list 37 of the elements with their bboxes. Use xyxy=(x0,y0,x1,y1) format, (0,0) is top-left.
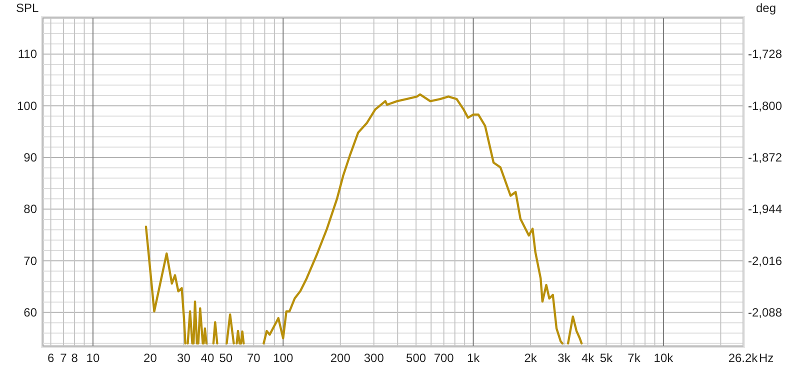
y-tick-label: 80 xyxy=(24,202,38,216)
y-tick-label: 70 xyxy=(24,254,38,268)
x-tick-label: 1k xyxy=(466,351,481,365)
x-tick-label: 5k xyxy=(600,351,614,365)
y-tick-label: 60 xyxy=(24,305,38,320)
x-tick-label: 7 xyxy=(60,351,68,365)
x-tick-label: 4k xyxy=(581,351,596,365)
x-tick-label: 200 xyxy=(330,351,351,365)
x-tick-label: 500 xyxy=(406,351,426,365)
x-tick-label: 26.2k xyxy=(728,351,759,365)
x-tick-label: 3k xyxy=(558,351,572,365)
y2-axis-title: deg xyxy=(756,1,776,15)
y2-tick-label: -2,088 xyxy=(748,305,782,320)
x-tick-label: 20 xyxy=(144,351,158,365)
x-axis-title: Hz xyxy=(759,351,774,365)
y2-tick-label: -2,016 xyxy=(748,254,782,268)
x-tick-label: 8 xyxy=(71,351,78,365)
x-tick-label: 7k xyxy=(628,351,642,365)
x-tick-label: 70 xyxy=(247,351,261,365)
y2-tick-label: -1,800 xyxy=(748,98,782,113)
y-tick-label: 110 xyxy=(18,47,38,62)
x-tick-label: 10 xyxy=(86,351,100,365)
x-tick-label: 10k xyxy=(654,351,674,365)
x-tick-label: 50 xyxy=(219,351,233,365)
x-tick-label: 700 xyxy=(434,351,454,365)
y-tick-label: 90 xyxy=(24,150,38,164)
y-axis-title: SPL xyxy=(16,1,40,15)
x-tick-label: 100 xyxy=(273,351,294,365)
y2-tick-label: -1,944 xyxy=(748,202,782,216)
y2-tick-label: -1,728 xyxy=(748,47,782,62)
y-tick-label: 100 xyxy=(16,98,38,113)
y2-tick-label: -1,872 xyxy=(748,150,782,164)
x-tick-label: 30 xyxy=(177,351,191,365)
x-tick-label: 40 xyxy=(200,351,214,365)
x-tick-label: 300 xyxy=(364,351,384,365)
x-tick-label: 2k xyxy=(524,351,538,365)
x-tick-label: 6 xyxy=(47,351,54,365)
